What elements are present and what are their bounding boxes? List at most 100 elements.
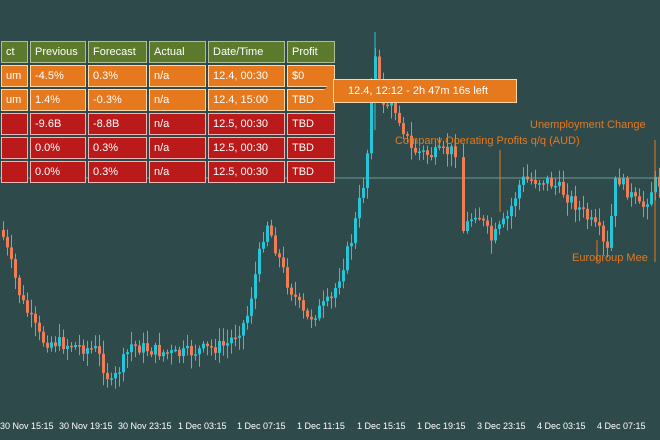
candle-body [614, 178, 617, 217]
candle-body [122, 354, 125, 373]
candle-body [150, 351, 153, 355]
candle-body [438, 146, 441, 148]
candle-body [462, 157, 465, 231]
candle-body [102, 353, 105, 373]
candle-body [82, 345, 85, 354]
candle-body [582, 207, 585, 209]
news-cell: n/a [149, 137, 206, 159]
candle-body [162, 352, 165, 357]
candle-body [418, 151, 421, 153]
candle-body [634, 192, 637, 197]
time-axis-label: 30 Nov 19:15 [59, 421, 113, 431]
candle-body [546, 177, 549, 184]
candle-body [638, 196, 641, 202]
news-cell: 12.4, 00:30 [208, 65, 285, 87]
candle-body [290, 287, 293, 295]
news-cell: 0.3% [88, 65, 147, 87]
candle-body [346, 246, 349, 271]
candle-body [486, 220, 489, 226]
time-axis-label: 4 Dec 07:15 [597, 421, 646, 431]
candle-body [194, 354, 197, 356]
candle-body [498, 224, 501, 229]
candle-body [406, 134, 409, 136]
candle-body [230, 337, 233, 344]
candle-body [322, 301, 325, 306]
candle-body [78, 345, 81, 347]
candle-body [190, 345, 193, 356]
time-axis-label: 1 Dec 07:15 [237, 421, 286, 431]
candle-body [610, 216, 613, 248]
candle-body [98, 346, 101, 354]
news-row[interactable]: um 1.4% -0.3% n/a 12.4, 15:00 TBD [1, 89, 335, 111]
time-axis-label: 1 Dec 03:15 [178, 421, 227, 431]
candle-body [506, 216, 509, 219]
candle-body [222, 341, 225, 346]
candle-body [502, 218, 505, 225]
candle-body [46, 342, 49, 348]
candle-body [430, 154, 433, 158]
candle-body [630, 192, 633, 198]
candle-body [450, 146, 453, 155]
news-cell: um [1, 65, 28, 87]
candle-body [650, 192, 653, 205]
candle-body [594, 217, 597, 223]
candle-body [370, 87, 373, 154]
column-header: Forecast [88, 41, 147, 63]
news-cell: 1.4% [30, 89, 86, 111]
news-cell: 12.5, 00:30 [208, 161, 285, 183]
candle-body [390, 101, 393, 106]
candle-body [646, 204, 649, 207]
candle-body [234, 337, 237, 340]
time-axis-label: 3 Dec 23:15 [477, 421, 526, 431]
candle-body [158, 344, 161, 357]
candle-body [206, 343, 209, 347]
candle-body [130, 344, 133, 353]
news-cell: -9.6B [30, 113, 86, 135]
candle-body [366, 153, 369, 189]
candle-body [598, 222, 601, 226]
candle-body [174, 349, 177, 352]
candle-body [434, 147, 437, 158]
time-axis-label: 4 Dec 03:15 [537, 421, 586, 431]
candle-body [282, 257, 285, 268]
candle-body [250, 298, 253, 316]
candle-body [394, 101, 397, 113]
candle-body [398, 112, 401, 124]
candle-body [310, 316, 313, 320]
candle-body [10, 247, 13, 260]
news-cell [1, 161, 28, 183]
candle-body [558, 181, 561, 186]
candle-body [94, 346, 97, 349]
candle-body [138, 345, 141, 353]
candle-body [126, 352, 129, 355]
candle-body [226, 343, 229, 346]
news-table: ct Previous Forecast Actual Date/Time Profit u… [0, 39, 337, 185]
news-row[interactable]: -9.6B -8.8B n/a 12.5, 00:30 TBD [1, 113, 335, 135]
news-cell: n/a [149, 65, 206, 87]
candle-body [26, 300, 29, 313]
candle-body [354, 218, 357, 244]
news-row[interactable]: um -4.5% 0.3% n/a 12.4, 00:30 $0 [1, 65, 335, 87]
candle-body [146, 343, 149, 352]
candle-body [542, 183, 545, 185]
candle-body [606, 241, 609, 248]
time-axis-label: 30 Nov 23:15 [118, 421, 172, 431]
column-header: Actual [149, 41, 206, 63]
candle-body [210, 346, 213, 348]
news-row[interactable]: 0.0% 0.3% n/a 12.5, 00:30 TBD [1, 161, 335, 183]
candle-body [330, 296, 333, 299]
news-row[interactable]: 0.0% 0.3% n/a 12.5, 00:30 TBD [1, 137, 335, 159]
news-cell: 0.3% [88, 137, 147, 159]
time-axis-label: 1 Dec 11:15 [297, 421, 345, 431]
candle-body [66, 345, 69, 350]
candle-body [578, 207, 581, 210]
candle-body [198, 348, 201, 355]
candle-body [358, 197, 361, 219]
candle-body [34, 313, 37, 323]
candle-body [70, 345, 73, 348]
candle-body [2, 230, 5, 237]
candle-body [538, 183, 541, 185]
news-cell: 12.4, 15:00 [208, 89, 285, 111]
